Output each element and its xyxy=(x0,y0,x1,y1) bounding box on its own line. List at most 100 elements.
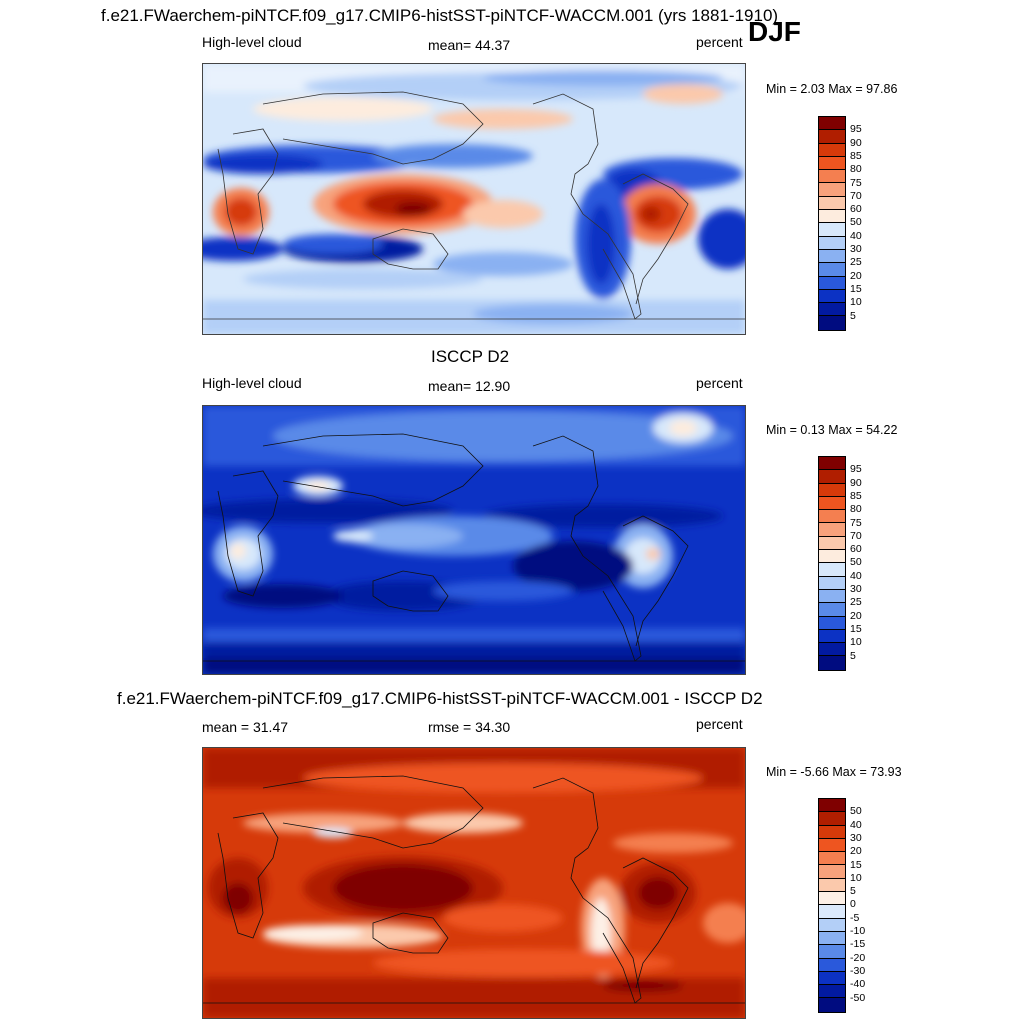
colorbar-swatch xyxy=(819,838,845,853)
colorbar-tick-label: -10 xyxy=(850,925,866,937)
colorbar-swatch xyxy=(819,576,845,590)
page-title: f.e21.FWaerchem-piNTCF.f09_g17.CMIP6-his… xyxy=(101,6,779,25)
colorbar-swatch xyxy=(819,998,845,1012)
colorbar-swatch xyxy=(819,945,845,959)
colorbar-swatch xyxy=(819,563,845,577)
colorbar-swatch xyxy=(819,143,845,157)
panel-2-colorbar xyxy=(818,456,846,671)
panel-3-max-value: 73.93 xyxy=(870,765,902,779)
colorbar-tick-label: 5 xyxy=(850,885,856,898)
colorbar-swatch xyxy=(819,931,845,946)
colorbar-tick-label: -20 xyxy=(850,951,866,964)
colorbar-swatch xyxy=(819,812,845,826)
colorbar-swatch xyxy=(819,223,845,237)
panel-3-contour-field xyxy=(203,748,745,1018)
colorbar-tick-label: 20 xyxy=(850,269,862,282)
colorbar-swatch xyxy=(819,799,845,813)
colorbar-tick-label: 50 xyxy=(850,216,862,229)
panel-3-max-label: Max = xyxy=(832,765,867,779)
colorbar-swatch xyxy=(819,210,845,224)
colorbar-swatch xyxy=(819,971,845,986)
colorbar-swatch xyxy=(819,496,845,511)
colorbar-tick-label: 5 xyxy=(850,309,856,322)
colorbar-tick-label: 15 xyxy=(850,282,862,295)
colorbar-swatch xyxy=(819,958,845,972)
colorbar-tick-label: 10 xyxy=(850,871,862,884)
panel-2-max-value: 54.22 xyxy=(866,423,898,437)
panel-2-min-value: 0.13 xyxy=(800,423,825,437)
colorbar-swatch xyxy=(819,550,845,564)
colorbar-tick-label: 10 xyxy=(850,636,862,649)
colorbar-tick-label: 40 xyxy=(850,569,862,582)
colorbar-tick-label: 90 xyxy=(850,136,862,149)
colorbar-swatch xyxy=(819,905,845,919)
panel-1-left-label: High-level cloud xyxy=(202,34,302,50)
colorbar-swatch xyxy=(819,156,845,171)
colorbar-swatch xyxy=(819,629,845,644)
colorbar-swatch xyxy=(819,865,845,879)
colorbar-tick-label: 10 xyxy=(850,296,862,309)
colorbar-tick-label: 30 xyxy=(850,583,862,595)
panel-1-min-value: 2.03 xyxy=(800,82,825,96)
panel-2-contour-field xyxy=(203,406,745,674)
colorbar-tick-label: 25 xyxy=(850,596,862,609)
colorbar-swatch xyxy=(819,918,845,932)
colorbar-swatch xyxy=(819,457,845,471)
panel-2-mean-label: mean= 12.90 xyxy=(428,378,511,394)
panel-1-minmax: Min = 2.03 Max = 97.86 xyxy=(766,82,897,96)
colorbar-tick-label: 30 xyxy=(850,243,862,255)
colorbar-swatch xyxy=(819,656,845,670)
colorbar-swatch xyxy=(819,589,845,604)
colorbar-tick-label: 40 xyxy=(850,229,862,242)
panel-3-min-value: -5.66 xyxy=(800,765,829,779)
colorbar-swatch xyxy=(819,483,845,497)
colorbar-tick-label: 60 xyxy=(850,203,862,216)
colorbar-tick-label: 70 xyxy=(850,189,862,202)
panel-1-units-label: percent xyxy=(696,34,743,50)
colorbar-tick-label: -40 xyxy=(850,978,866,991)
colorbar-tick-label: 30 xyxy=(850,831,862,844)
colorbar-swatch xyxy=(819,985,845,999)
panel-3-left-label: mean = 31.47 xyxy=(202,719,289,735)
colorbar-tick-label: 80 xyxy=(850,163,862,176)
panel-3-rmse-label: rmse = 34.30 xyxy=(428,719,511,735)
colorbar-swatch xyxy=(819,289,845,304)
colorbar-tick-label: 40 xyxy=(850,818,862,831)
colorbar-tick-label: 95 xyxy=(850,123,862,136)
panel-1-contour-field xyxy=(203,64,745,334)
colorbar-tick-label: 20 xyxy=(850,609,862,622)
colorbar-swatch xyxy=(819,196,845,211)
colorbar-swatch xyxy=(819,130,845,144)
panel-3-minmax: Min = -5.66 Max = 73.93 xyxy=(766,765,902,779)
colorbar-swatch xyxy=(819,276,845,290)
colorbar-swatch xyxy=(819,892,845,906)
panel-1-max-value: 97.86 xyxy=(866,82,898,96)
panel-1-min-label: Min = xyxy=(766,82,797,96)
panel-3-map xyxy=(202,747,746,1019)
colorbar-swatch xyxy=(819,852,845,866)
panel-3-colorbar xyxy=(818,798,846,1013)
panel-2-left-label: High-level cloud xyxy=(202,375,302,391)
colorbar-swatch xyxy=(819,470,845,484)
colorbar-tick-label: 70 xyxy=(850,529,862,542)
colorbar-swatch xyxy=(819,183,845,197)
colorbar-swatch xyxy=(819,249,845,264)
season-label: DJF xyxy=(748,16,801,47)
colorbar-tick-label: -50 xyxy=(850,991,866,1004)
colorbar-swatch xyxy=(819,616,845,630)
colorbar-tick-label: -5 xyxy=(850,911,860,924)
colorbar-tick-label: 50 xyxy=(850,805,862,818)
panel-2-header: ISCCP D2 xyxy=(431,347,510,366)
colorbar-tick-label: 90 xyxy=(850,476,862,489)
panel-3-min-label: Min = xyxy=(766,765,797,779)
colorbar-tick-label: 85 xyxy=(850,149,862,162)
colorbar-swatch xyxy=(819,236,845,250)
colorbar-swatch xyxy=(819,316,845,330)
colorbar-swatch xyxy=(819,263,845,277)
panel-1-mean-label: mean= 44.37 xyxy=(428,37,511,53)
panel-3-units-label: percent xyxy=(696,716,743,732)
colorbar-tick-label: 0 xyxy=(850,898,856,911)
colorbar-swatch xyxy=(819,603,845,617)
panel-2-min-label: Min = xyxy=(766,423,797,437)
panel-3-header: f.e21.FWaerchem-piNTCF.f09_g17.CMIP6-his… xyxy=(117,689,763,708)
